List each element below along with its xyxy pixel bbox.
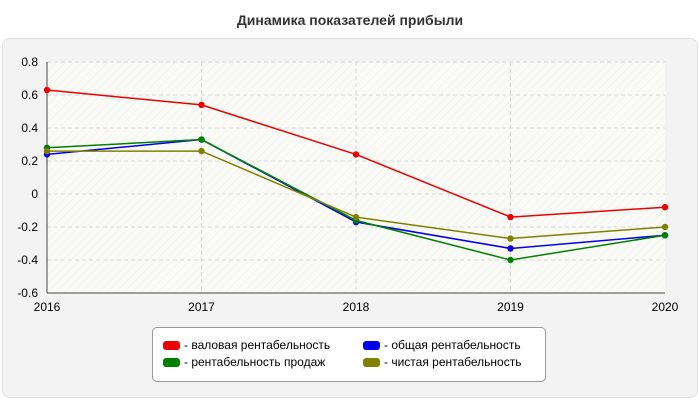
data-point [661, 204, 669, 211]
data-point [507, 245, 514, 252]
legend-swatch-olive [363, 357, 380, 367]
legend-item-total-margin: - общая рентабельность [363, 338, 521, 352]
data-point [507, 213, 514, 221]
y-tick-label: 0.8 [21, 55, 38, 69]
data-point [507, 235, 514, 242]
grid-lines [47, 61, 665, 293]
y-tick-label: -0.4 [17, 253, 38, 267]
legend-item-net-margin: - чистая рентабельность [363, 355, 521, 369]
y-tick-label: -0.2 [17, 220, 38, 234]
data-point [352, 213, 360, 221]
data-point [507, 256, 514, 264]
series-lines [43, 86, 669, 264]
data-point [198, 136, 205, 143]
x-tick-label: 2020 [652, 300, 679, 314]
legend-swatch-blue [363, 340, 380, 350]
data-point [43, 147, 51, 155]
legend-item-sales-margin: - рентабельность продаж [163, 355, 325, 369]
x-tick-label: 2016 [34, 300, 61, 314]
legend: - валовая рентабельность - общая рентабе… [152, 327, 546, 382]
x-tick-label: 2018 [343, 300, 370, 314]
legend-label: - чистая рентабельность [384, 355, 522, 369]
y-tick-label: 0 [31, 187, 38, 201]
data-point [198, 147, 205, 155]
x-tick-label: 2019 [497, 300, 524, 314]
legend-label: - валовая рентабельность [184, 338, 331, 352]
legend-item-gross-margin: - валовая рентабельность [163, 338, 330, 352]
legend-swatch-red [163, 340, 180, 350]
legend-label: - общая рентабельность [384, 338, 521, 352]
x-tick-labels: 2016 2017 2018 2019 2020 [34, 300, 679, 314]
data-point [661, 223, 669, 231]
y-tick-label: 0.2 [21, 154, 38, 168]
data-point [661, 232, 669, 239]
y-tick-label: 0.6 [21, 88, 38, 102]
data-point [352, 151, 360, 158]
chart-title: Динамика показателей прибыли [236, 12, 464, 28]
y-tick-labels: 0.8 0.6 0.4 0.2 0 -0.2 -0.4 -0.6 [17, 55, 38, 300]
y-tick-label: -0.6 [17, 286, 38, 300]
x-tick-label: 2017 [188, 300, 215, 314]
data-point [43, 86, 51, 94]
legend-swatch-green [163, 357, 180, 367]
legend-label: - рентабельность продаж [184, 355, 326, 369]
data-point [198, 101, 205, 109]
y-tick-label: 0.4 [21, 121, 38, 135]
axes [46, 62, 665, 294]
